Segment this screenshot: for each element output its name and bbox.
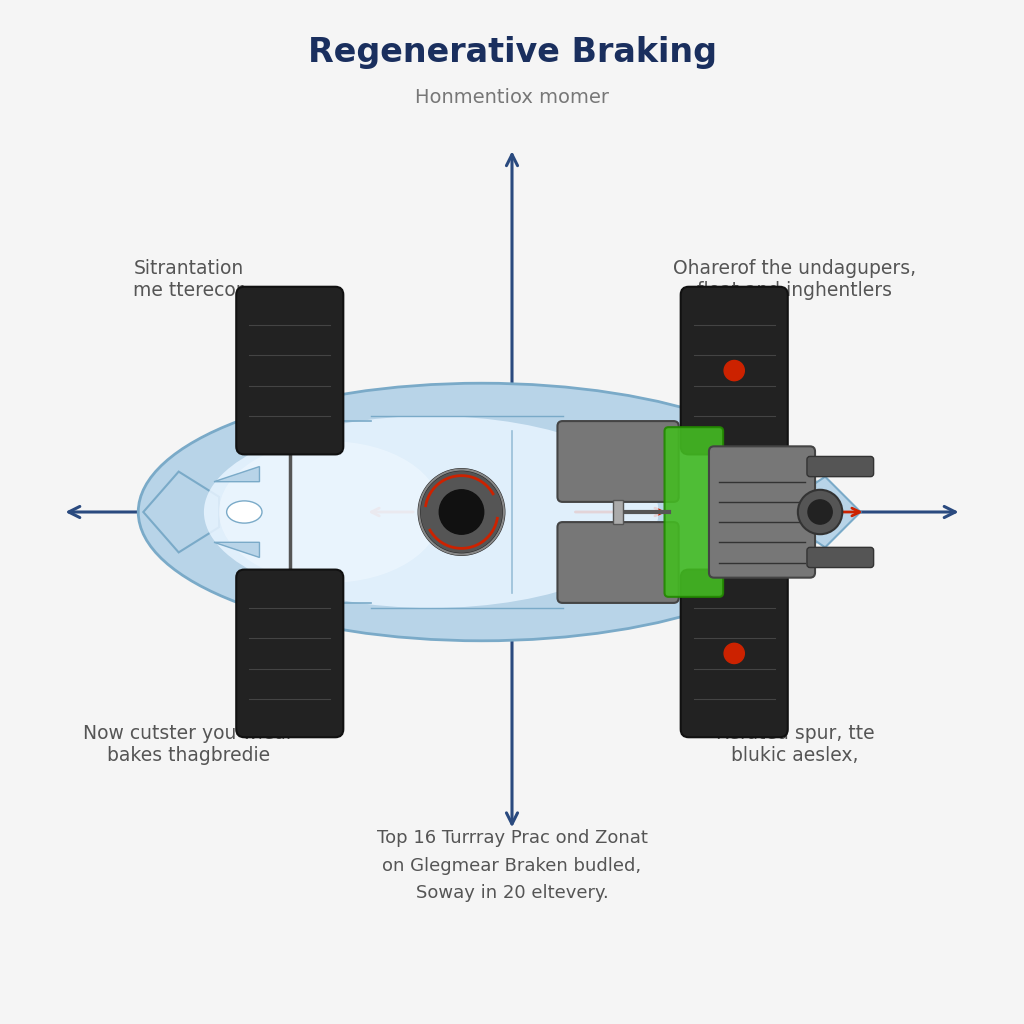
Text: Top 16 Turrray Prac ond Zonat
on Glegmear Braken budled,
Soway in 20 eltevery.: Top 16 Turrray Prac ond Zonat on Glegmea… bbox=[377, 829, 647, 902]
FancyBboxPatch shape bbox=[557, 421, 679, 502]
Ellipse shape bbox=[219, 441, 441, 583]
Ellipse shape bbox=[752, 571, 787, 594]
Text: Oharerof the undagupers,
float and inghentlers: Oharerof the undagupers, float and inghe… bbox=[673, 259, 916, 300]
Ellipse shape bbox=[752, 430, 787, 453]
Text: Refuted spur, tte
blukic aeslex,: Refuted spur, tte blukic aeslex, bbox=[716, 724, 874, 765]
Polygon shape bbox=[795, 476, 860, 548]
Text: Now cutster you wlear
bakes thagbredie: Now cutster you wlear bakes thagbredie bbox=[83, 724, 294, 765]
Circle shape bbox=[724, 643, 744, 664]
Circle shape bbox=[724, 360, 744, 381]
Circle shape bbox=[419, 470, 504, 554]
Text: Honmentiox momer: Honmentiox momer bbox=[415, 88, 609, 108]
Ellipse shape bbox=[226, 501, 262, 523]
FancyBboxPatch shape bbox=[807, 548, 873, 567]
FancyBboxPatch shape bbox=[709, 446, 815, 578]
FancyBboxPatch shape bbox=[613, 500, 624, 524]
Polygon shape bbox=[214, 467, 259, 481]
Circle shape bbox=[439, 489, 483, 535]
Circle shape bbox=[798, 489, 843, 535]
Ellipse shape bbox=[138, 383, 825, 641]
FancyBboxPatch shape bbox=[237, 287, 343, 455]
Ellipse shape bbox=[204, 416, 658, 608]
Polygon shape bbox=[214, 543, 259, 557]
FancyBboxPatch shape bbox=[665, 427, 723, 597]
Circle shape bbox=[808, 500, 833, 524]
FancyBboxPatch shape bbox=[681, 287, 787, 455]
FancyBboxPatch shape bbox=[681, 569, 787, 737]
FancyBboxPatch shape bbox=[237, 569, 343, 737]
Polygon shape bbox=[143, 472, 219, 552]
FancyBboxPatch shape bbox=[557, 522, 679, 603]
FancyBboxPatch shape bbox=[807, 457, 873, 476]
Text: Sitrantation
me tterecor: Sitrantation me tterecor bbox=[133, 259, 244, 300]
Text: Regenerative Braking: Regenerative Braking bbox=[307, 36, 717, 69]
